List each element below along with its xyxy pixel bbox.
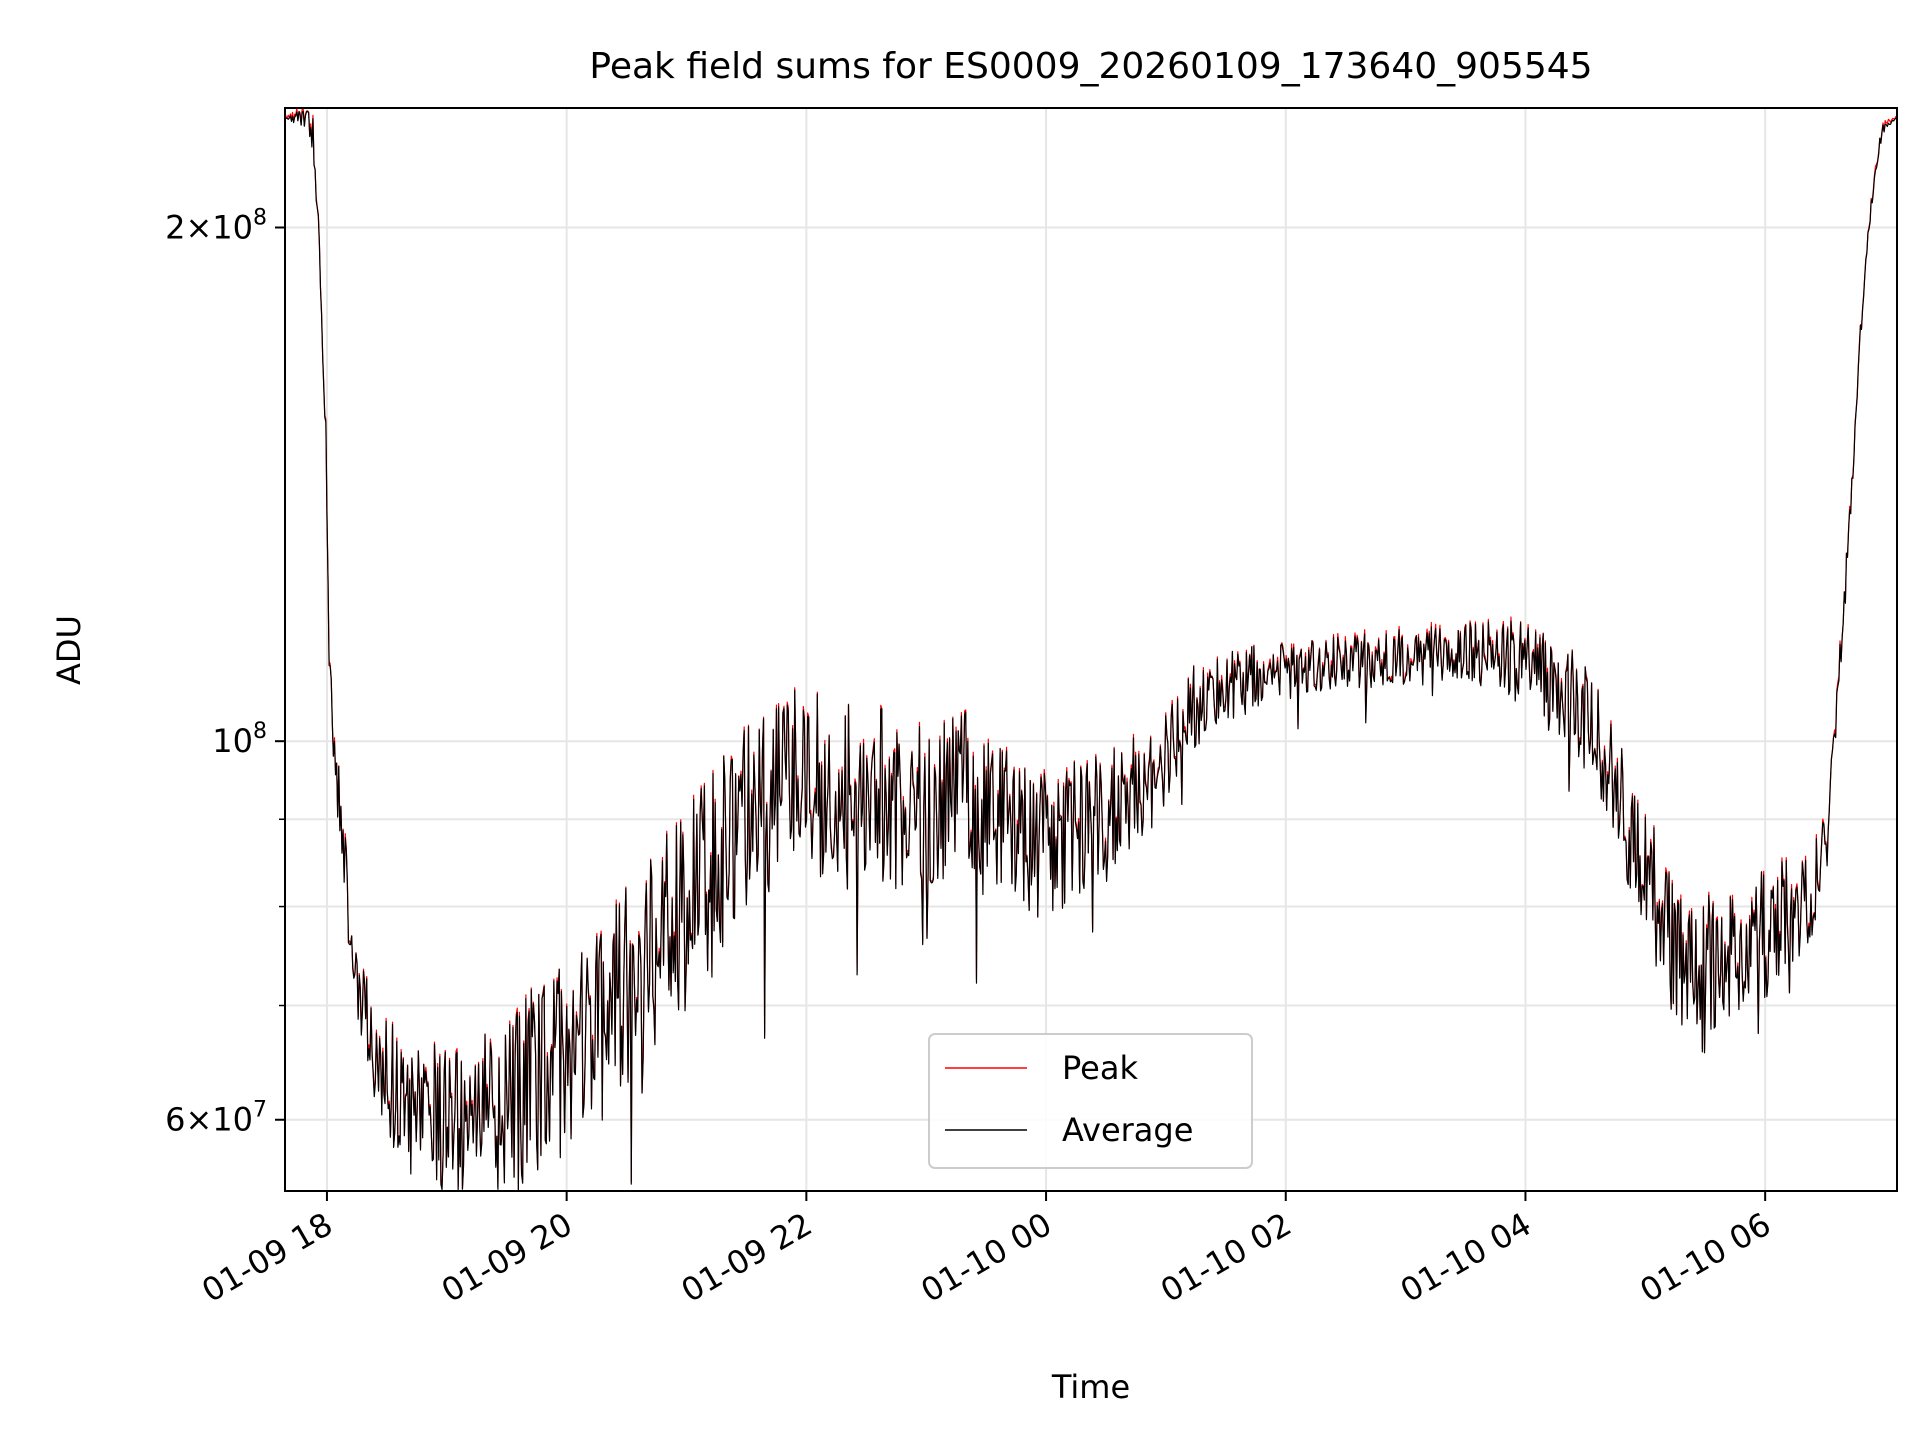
series-line-peak [285,108,1897,1190]
x-tick-label: 01-10 00 [914,1205,1058,1310]
legend[interactable]: Peak Average [928,1033,1253,1169]
x-tick-label: 01-10 04 [1394,1205,1538,1310]
x-tick-label: 01-10 06 [1634,1205,1778,1310]
y-tick-label: 2×108 [165,206,267,247]
x-tick-label: 01-09 20 [435,1205,579,1310]
y-axis-label: ADU [50,615,88,685]
plot-frame [284,107,1898,1192]
x-tick-label: 01-09 18 [195,1205,339,1310]
series-line-average [285,111,1897,1191]
x-tick-label: 01-09 22 [675,1205,819,1310]
y-tick-label: 108 [212,719,267,760]
x-axis-label: Time [1051,1368,1130,1406]
x-tick-label: 01-10 02 [1154,1205,1298,1310]
legend-label-average: Average [1062,1111,1193,1149]
legend-label-peak: Peak [1062,1049,1138,1087]
chart-title: Peak field sums for ES0009_20260109_1736… [589,46,1592,87]
y-tick-label: 6×107 [165,1098,267,1139]
grid [285,108,1897,1191]
